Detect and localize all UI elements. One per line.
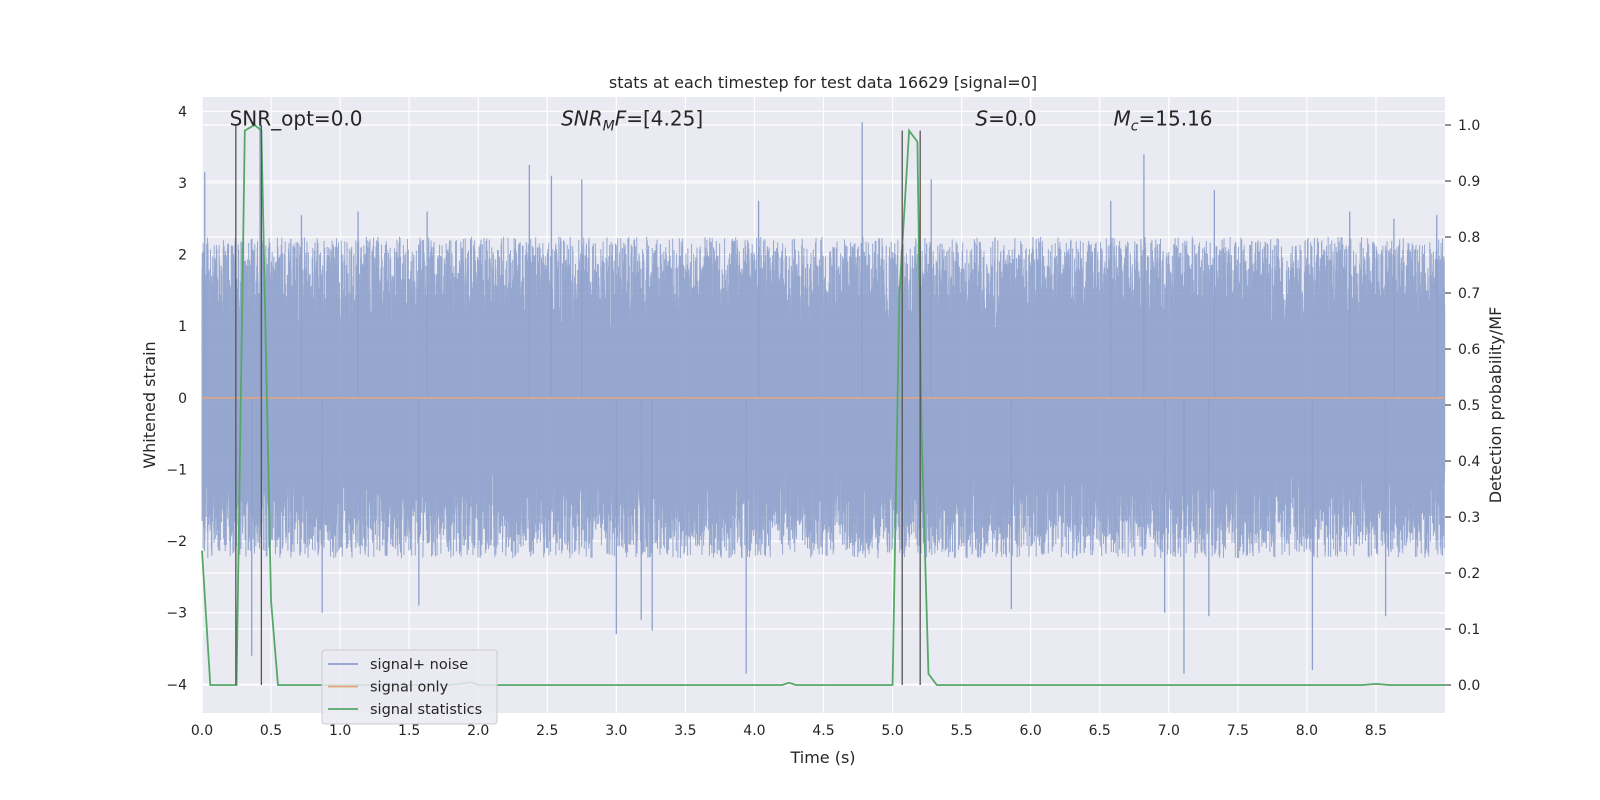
vertical-markers [235,125,921,685]
lines-layer [201,123,1445,686]
y-right-tick-label: 0.1 [1458,622,1480,638]
y-right-tick-label: 0.9 [1458,174,1480,190]
x-axis-ticks: 0.0 0.5 1.0 1.5 2.0 2.5 3.0 3.5 4.0 4.5 5.0 5.5 6.0 6… [191,723,1387,739]
y-right-tick-label: 0.6 [1458,342,1480,358]
chart-title: stats at each timestep for test data 166… [609,73,1037,92]
y-left-tick-label: −2 [166,534,187,550]
legend-label: signal+ noise [370,657,468,673]
y-left-axis-ticks: 4 3 2 1 0 −1 −2 −3 −4 [166,104,187,693]
x-tick-label: 5.5 [950,723,972,739]
y-right-tick-label: 0.0 [1458,678,1480,694]
x-tick-label: 2.5 [536,723,558,739]
y-right-tick-label: 0.2 [1458,566,1480,582]
x-tick-label: 8.5 [1365,723,1387,739]
signal-noise-trace [201,236,1446,559]
x-axis-label: Time (s) [789,748,855,767]
y-left-tick-label: 0 [178,391,187,407]
legend-box [321,649,498,725]
annotation-text: S=0.0 [975,106,1036,130]
legend: signal+ noise signal only signal statistic… [321,649,498,725]
y-right-tick-label: 0.4 [1458,454,1480,470]
x-tick-label: 0.0 [191,723,213,739]
x-tick-label: 1.5 [398,723,420,739]
signal-statistics-line [201,123,1445,686]
x-tick-label: 4.0 [743,723,765,739]
y-left-tick-label: 3 [178,176,187,192]
annotation-text: SNR_opt=0.0 [230,106,363,130]
y-left-tick-label: 1 [178,319,187,335]
x-tick-label: 1.0 [329,723,351,739]
y-left-axis-label: Whitened strain [140,341,159,468]
y-left-tick-label: 2 [178,248,187,264]
y-right-axis-ticks: 1.0 0.9 0.8 0.7 0.6 0.5 0.4 0.3 0.2 0.1 0.0 [1445,118,1480,694]
y-right-tick-label: 0.8 [1458,230,1480,246]
x-tick-label: 7.5 [1227,723,1249,739]
legend-label: signal statistics [370,702,482,718]
x-tick-label: 6.5 [1089,723,1111,739]
x-tick-label: 0.5 [260,723,282,739]
y-right-tick-label: 0.3 [1458,510,1480,526]
annotation-text: Mc=15.16 [1114,106,1213,134]
y-right-tick-label: 0.5 [1458,398,1480,414]
legend-label: signal only [370,680,449,696]
x-tick-label: 4.5 [812,723,834,739]
y-left-tick-label: −1 [166,462,187,478]
annotations: SNR_opt=0.0 SNRMF=[4.25] S=0.0 Mc=15.16 [230,106,1213,134]
x-tick-label: 2.0 [467,723,489,739]
annotation-text: SNRMF=[4.25] [561,106,703,134]
x-tick-label: 7.0 [1158,723,1180,739]
y-left-tick-label: 4 [178,104,187,120]
x-tick-label: 3.5 [674,723,696,739]
y-right-tick-label: 1.0 [1458,118,1480,134]
y-right-tick-label: 0.7 [1458,286,1480,302]
y-right-axis-label: Detection probability/MF [1486,307,1505,504]
y-left-tick-label: −4 [166,677,187,693]
y-left-tick-label: −3 [166,606,187,622]
x-tick-label: 8.0 [1296,723,1318,739]
x-tick-label: 5.0 [881,723,903,739]
x-tick-label: 3.0 [605,723,627,739]
x-tick-label: 6.0 [1020,723,1042,739]
signal-noise-series [201,118,1446,674]
